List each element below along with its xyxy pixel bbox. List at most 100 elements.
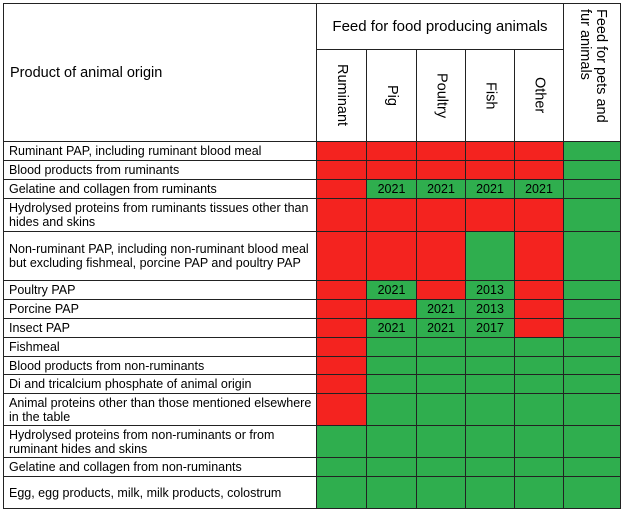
allowed-cell: 2021: [366, 280, 417, 300]
table-row: Porcine PAP 2021 2013: [3, 299, 621, 319]
column-header-fish: Fish: [465, 49, 515, 142]
prohibited-cell: [514, 160, 564, 180]
allowed-cell: 2021: [366, 318, 417, 338]
prohibited-cell: [416, 231, 466, 281]
table-row: Non-ruminant PAP, including non-ruminant…: [3, 231, 621, 281]
allowed-cell: [563, 299, 621, 319]
allowed-cell: [416, 337, 466, 357]
allowed-cell: [366, 425, 417, 458]
prohibited-cell: [316, 393, 367, 426]
column-header-other: Other: [514, 49, 564, 142]
column-label: Fish: [482, 81, 499, 110]
column-label: Poultry: [433, 72, 450, 119]
table-row: Insect PAP 2021 2021 2017: [3, 318, 621, 338]
product-name: Ruminant PAP, including ruminant blood m…: [3, 141, 317, 161]
product-name: Porcine PAP: [3, 299, 317, 319]
product-name: Gelatine and collagen from non-ruminants: [3, 457, 317, 477]
allowed-cell: [514, 457, 564, 477]
allowed-cell: [416, 374, 466, 394]
prohibited-cell: [316, 179, 367, 199]
allowed-cell: [465, 476, 515, 509]
table-row: Fishmeal: [3, 337, 621, 357]
allowed-cell: [366, 374, 417, 394]
prohibited-cell: [416, 280, 466, 300]
table-row: Egg, egg products, milk, milk products, …: [3, 476, 621, 509]
allowed-cell: [416, 425, 466, 458]
allowed-cell: [465, 231, 515, 281]
prohibited-cell: [514, 318, 564, 338]
allowed-cell: 2021: [366, 179, 417, 199]
product-name: Hydrolysed proteins from ruminants tissu…: [3, 198, 317, 232]
prohibited-cell: [316, 141, 367, 161]
pets-column-header: Feed for pets and fur animals: [563, 3, 621, 142]
column-label: Pig: [384, 85, 400, 106]
column-label: Other: [531, 77, 548, 114]
prohibited-cell: [316, 318, 367, 338]
prohibited-cell: [514, 141, 564, 161]
allowed-cell: [563, 280, 621, 300]
table-row: Gelatine and collagen from non-ruminants: [3, 457, 621, 477]
column-header-poultry: Poultry: [416, 49, 466, 142]
prohibited-cell: [416, 160, 466, 180]
allowed-cell: [316, 457, 367, 477]
product-name: Insect PAP: [3, 318, 317, 338]
allowed-cell: [366, 476, 417, 509]
allowed-cell: [563, 179, 621, 199]
prohibited-cell: [416, 141, 466, 161]
column-header-ruminant: Ruminant: [316, 49, 367, 142]
allowed-cell: [514, 476, 564, 509]
allowed-cell: 2017: [465, 318, 515, 338]
table-row: Gelatine and collagen from ruminants 2021…: [3, 179, 621, 199]
prohibited-cell: [316, 231, 367, 281]
column-header-pig: Pig: [366, 49, 417, 142]
table-row: Animal proteins other than those mention…: [3, 393, 621, 426]
allowed-cell: [563, 356, 621, 375]
allowed-cell: [563, 425, 621, 458]
allowed-cell: [366, 393, 417, 426]
prohibited-cell: [316, 337, 367, 357]
allowed-cell: [514, 374, 564, 394]
prohibited-cell: [366, 299, 417, 319]
prohibited-cell: [366, 160, 417, 180]
allowed-cell: [465, 457, 515, 477]
product-name: Di and tricalcium phosphate of animal or…: [3, 374, 317, 394]
allowed-cell: [563, 393, 621, 426]
allowed-cell: [316, 476, 367, 509]
allowed-cell: [366, 457, 417, 477]
table-row: Blood products from ruminants: [3, 160, 621, 180]
product-name: Gelatine and collagen from ruminants: [3, 179, 317, 199]
allowed-cell: [416, 457, 466, 477]
prohibited-cell: [465, 141, 515, 161]
product-name: Blood products from ruminants: [3, 160, 317, 180]
product-column-header: Product of animal origin: [3, 3, 317, 142]
prohibited-cell: [366, 198, 417, 232]
prohibited-cell: [316, 299, 367, 319]
feed-ban-table: Product of animal origin Feed for food p…: [3, 3, 621, 509]
table-row: Hydrolysed proteins from ruminants tissu…: [3, 198, 621, 232]
allowed-cell: [563, 231, 621, 281]
allowed-cell: [465, 393, 515, 426]
table-row: Poultry PAP 2021 2013: [3, 280, 621, 300]
allowed-cell: [563, 318, 621, 338]
allowed-cell: [366, 337, 417, 357]
prohibited-cell: [465, 160, 515, 180]
allowed-cell: [563, 374, 621, 394]
table-row: Ruminant PAP, including ruminant blood m…: [3, 141, 621, 161]
allowed-cell: [563, 337, 621, 357]
allowed-cell: 2021: [416, 299, 466, 319]
allowed-cell: [416, 356, 466, 375]
allowed-cell: 2021: [514, 179, 564, 199]
prohibited-cell: [514, 299, 564, 319]
allowed-cell: [514, 337, 564, 357]
prohibited-cell: [416, 198, 466, 232]
product-name: Egg, egg products, milk, milk products, …: [3, 476, 317, 509]
table-body: Ruminant PAP, including ruminant blood m…: [3, 141, 621, 509]
table-row: Di and tricalcium phosphate of animal or…: [3, 374, 621, 394]
allowed-cell: [563, 457, 621, 477]
prohibited-cell: [514, 231, 564, 281]
allowed-cell: [465, 425, 515, 458]
allowed-cell: [563, 160, 621, 180]
allowed-cell: [563, 198, 621, 232]
allowed-cell: 2013: [465, 299, 515, 319]
allowed-cell: [416, 476, 466, 509]
